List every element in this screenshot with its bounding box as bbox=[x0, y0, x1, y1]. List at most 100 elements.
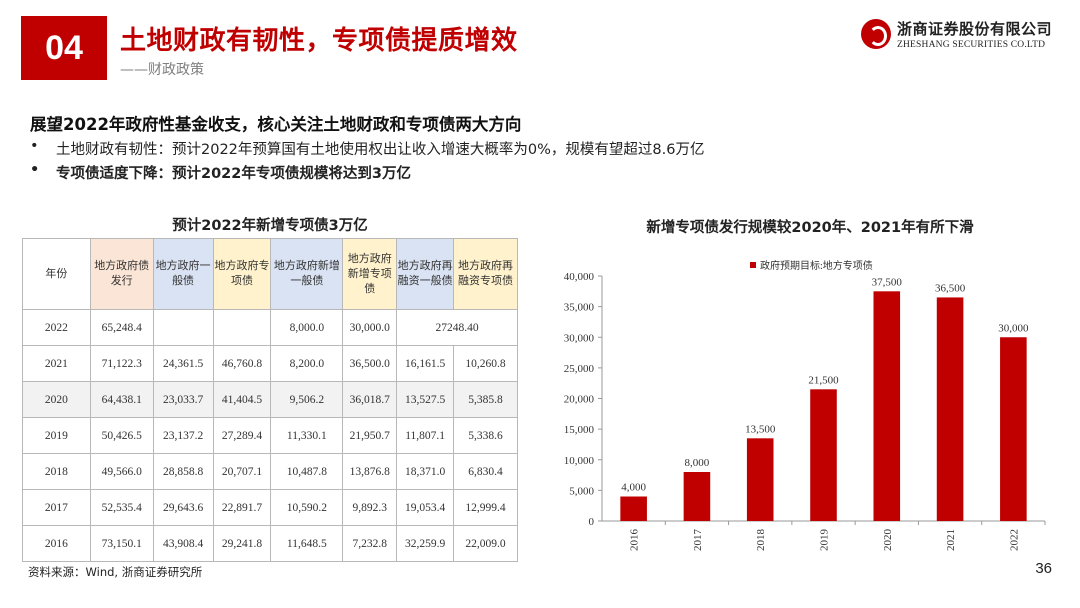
table-cell: 36,018.7 bbox=[342, 381, 398, 418]
header-cell: 地方政府再融资一般债 bbox=[396, 238, 455, 310]
bar bbox=[683, 472, 711, 521]
table-cell: 52,535.4 bbox=[89, 489, 154, 526]
table-cell: 10,260.8 bbox=[453, 345, 518, 382]
table-cell: 9,892.3 bbox=[342, 489, 398, 526]
table-cell: 20,707.1 bbox=[212, 453, 272, 490]
bar bbox=[810, 389, 837, 521]
table-row: 2020 64,438.1 23,033.7 41,404.5 9,506.2 … bbox=[22, 381, 518, 418]
table-cell: 22,009.0 bbox=[453, 525, 518, 562]
table-row: 2017 52,535.4 29,643.6 22,891.7 10,590.2… bbox=[22, 489, 518, 526]
page-subtitle: ——财政政策 bbox=[120, 62, 204, 78]
header-cell: 地方政府债发行 bbox=[89, 238, 154, 310]
table-cell: 5,338.6 bbox=[453, 417, 518, 454]
company-logo: 浙商证券股份有限公司 ZHESHANG SECURITIES CO.LTD bbox=[860, 18, 1052, 50]
x-tick-label: 2020 bbox=[882, 529, 894, 552]
y-tick-label: 40,000 bbox=[564, 271, 595, 283]
legend-label: 政府预期目标:地方专项债 bbox=[760, 259, 873, 272]
table-cell: 65,248.4 bbox=[89, 309, 154, 346]
header-cell: 地方政府一般债 bbox=[152, 238, 214, 310]
page-number: 36 bbox=[1035, 560, 1052, 577]
bullet-text: 土地财政有韧性：预计2022年预算国有土地使用权出让收入增速大概率为0%，规模有… bbox=[56, 142, 705, 158]
table-cell: 24,361.5 bbox=[152, 345, 214, 382]
header-cell: 地方政府专项债 bbox=[212, 238, 272, 310]
table-cell: 71,122.3 bbox=[89, 345, 154, 382]
table-cell: 11,330.1 bbox=[270, 417, 344, 454]
table-cell: 29,643.6 bbox=[152, 489, 214, 526]
table-cell: 18,371.0 bbox=[396, 453, 455, 490]
table-cell: 2016 bbox=[22, 525, 91, 562]
bullet-text: 专项债适度下降：预计2022年专项债规模将达到3万亿 bbox=[56, 166, 411, 182]
bullet-marker: • bbox=[30, 162, 40, 178]
table-cell: 30,000.0 bbox=[342, 309, 398, 346]
table-row: 2018 49,566.0 28,858.8 20,707.1 10,487.8… bbox=[22, 453, 518, 490]
table-cell: 46,760.8 bbox=[212, 345, 272, 382]
header-cell: 地方政府再融资专项债 bbox=[453, 238, 518, 310]
bar bbox=[746, 438, 774, 521]
x-tick-label: 2016 bbox=[629, 529, 641, 552]
table-cell: 36,500.0 bbox=[342, 345, 398, 382]
bullet-item: • 专项债适度下降：预计2022年专项债规模将达到3万亿 bbox=[30, 162, 411, 183]
table-cell: 28,858.8 bbox=[152, 453, 214, 490]
bar bbox=[936, 297, 964, 521]
table-cell: 11,807.1 bbox=[396, 417, 455, 454]
table-cell bbox=[152, 309, 214, 346]
y-tick-label: 5,000 bbox=[569, 485, 594, 497]
table-cell: 43,908.4 bbox=[152, 525, 214, 562]
table-row: 2022 65,248.4 8,000.0 30,000.0 27248.40 bbox=[22, 309, 518, 346]
data-label: 13,500 bbox=[745, 423, 776, 435]
table-cell: 2022 bbox=[22, 309, 91, 346]
y-tick-label: 25,000 bbox=[564, 363, 595, 375]
table-cell: 41,404.5 bbox=[212, 381, 272, 418]
table-cell: 22,891.7 bbox=[212, 489, 272, 526]
chart-title: 新增专项债发行规模较2020年、2021年有所下滑 bbox=[646, 220, 974, 236]
data-label: 37,500 bbox=[872, 276, 903, 288]
page-title: 土地财政有韧性，专项债提质增效 bbox=[120, 26, 518, 56]
table-cell: 11,648.5 bbox=[270, 525, 344, 562]
header-cell: 地方政府新增专项债 bbox=[342, 238, 398, 310]
x-tick-label: 2022 bbox=[1008, 529, 1020, 551]
bar bbox=[873, 291, 901, 521]
table-cell: 23,033.7 bbox=[152, 381, 214, 418]
table-cell: 2020 bbox=[22, 381, 91, 418]
table-cell: 16,161.5 bbox=[396, 345, 455, 382]
table-cell: 21,950.7 bbox=[342, 417, 398, 454]
table-cell: 23,137.2 bbox=[152, 417, 214, 454]
y-tick-label: 20,000 bbox=[564, 394, 595, 406]
y-tick-label: 10,000 bbox=[564, 455, 595, 467]
table-cell: 5,385.8 bbox=[453, 381, 518, 418]
table-cell: 2021 bbox=[22, 345, 91, 382]
data-label: 21,500 bbox=[808, 374, 839, 386]
table-title: 预计2022年新增专项债3万亿 bbox=[172, 218, 368, 234]
table-row: 2019 50,426.5 23,137.2 27,289.4 11,330.1… bbox=[22, 417, 518, 454]
table-cell: 10,487.8 bbox=[270, 453, 344, 490]
data-label: 4,000 bbox=[621, 482, 646, 494]
bar bbox=[1000, 337, 1027, 521]
x-tick-label: 2021 bbox=[945, 529, 957, 551]
special-bond-bar-chart: 0 5,000 10,000 15,000 20,000 25,000 30,000 35,0… bbox=[564, 259, 1046, 552]
x-tick-label: 2019 bbox=[819, 529, 831, 552]
headline: 展望2022年政府性基金收支，核心关注土地财政和专项债两大方向 bbox=[30, 115, 522, 134]
table-cell: 8,000.0 bbox=[270, 309, 344, 346]
table-cell: 2017 bbox=[22, 489, 91, 526]
table-cell: 19,053.4 bbox=[396, 489, 455, 526]
logo-chinese-name: 浙商证券股份有限公司 bbox=[896, 20, 1052, 38]
data-label: 36,500 bbox=[935, 282, 966, 294]
legend-swatch bbox=[750, 262, 756, 268]
table-cell: 13,527.5 bbox=[396, 381, 455, 418]
header-cell: 年份 bbox=[22, 238, 91, 310]
y-tick-label: 15,000 bbox=[564, 424, 595, 436]
source-note: 资料来源：Wind, 浙商证券研究所 bbox=[28, 565, 203, 579]
table-cell: 9,506.2 bbox=[270, 381, 344, 418]
table-cell: 73,150.1 bbox=[89, 525, 154, 562]
table-cell: 49,566.0 bbox=[89, 453, 154, 490]
section-number: 04 bbox=[21, 16, 107, 80]
table-cell: 7,232.8 bbox=[342, 525, 398, 562]
logo-english-name: ZHESHANG SECURITIES CO.LTD bbox=[896, 40, 1046, 50]
table-cell: 2019 bbox=[22, 417, 91, 454]
table-cell: 8,200.0 bbox=[270, 345, 344, 382]
table-row: 2016 73,150.1 43,908.4 29,241.8 11,648.5… bbox=[22, 525, 518, 562]
y-tick-label: 35,000 bbox=[564, 302, 595, 314]
x-tick-label: 2018 bbox=[755, 529, 767, 552]
y-tick-label: 0 bbox=[589, 516, 595, 528]
table-header-row: 年份 地方政府债发行 地方政府一般债 地方政府专项债 地方政府新增一般债 地方政… bbox=[22, 238, 518, 310]
